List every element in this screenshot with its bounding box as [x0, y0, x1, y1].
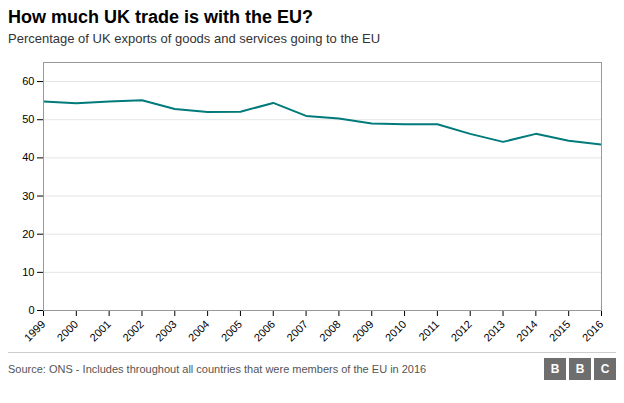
- svg-text:60: 60: [22, 75, 34, 87]
- svg-text:2003: 2003: [153, 318, 179, 344]
- svg-text:2016: 2016: [580, 318, 606, 344]
- svg-text:2012: 2012: [448, 318, 474, 344]
- svg-text:2014: 2014: [514, 318, 540, 344]
- svg-text:30: 30: [22, 190, 34, 202]
- svg-text:2005: 2005: [219, 318, 245, 344]
- svg-text:20: 20: [22, 228, 34, 240]
- html-text:B: B: [550, 362, 560, 376]
- svg-text:0: 0: [28, 304, 34, 316]
- svg-text:2007: 2007: [284, 318, 310, 344]
- svg-text:10: 10: [22, 266, 34, 278]
- svg-text:1999: 1999: [22, 318, 48, 344]
- svg-text:2004: 2004: [186, 318, 212, 344]
- html-text:C: C: [600, 362, 610, 376]
- svg-text:2001: 2001: [87, 318, 113, 344]
- html-text:How much UK trade is with the: How much UK trade is with the EU?: [8, 7, 313, 27]
- html-text:Percentage of UK exports of go: Percentage of UK exports of goods and se…: [8, 31, 381, 46]
- svg-text:2000: 2000: [54, 318, 80, 344]
- svg-text:2002: 2002: [120, 318, 146, 344]
- svg-text:50: 50: [22, 113, 34, 125]
- svg-text:2008: 2008: [317, 318, 343, 344]
- html-text:B: B: [575, 362, 585, 376]
- svg-text:2010: 2010: [383, 318, 409, 344]
- svg-text:2009: 2009: [350, 318, 376, 344]
- svg-text:40: 40: [22, 151, 34, 163]
- svg-text:2015: 2015: [547, 318, 573, 344]
- html-text:Source: ONS - Includes through: Source: ONS - Includes throughout all co…: [8, 363, 427, 375]
- svg-text:2006: 2006: [251, 318, 277, 344]
- svg-text:2013: 2013: [481, 318, 507, 344]
- svg-text:2011: 2011: [416, 318, 441, 343]
